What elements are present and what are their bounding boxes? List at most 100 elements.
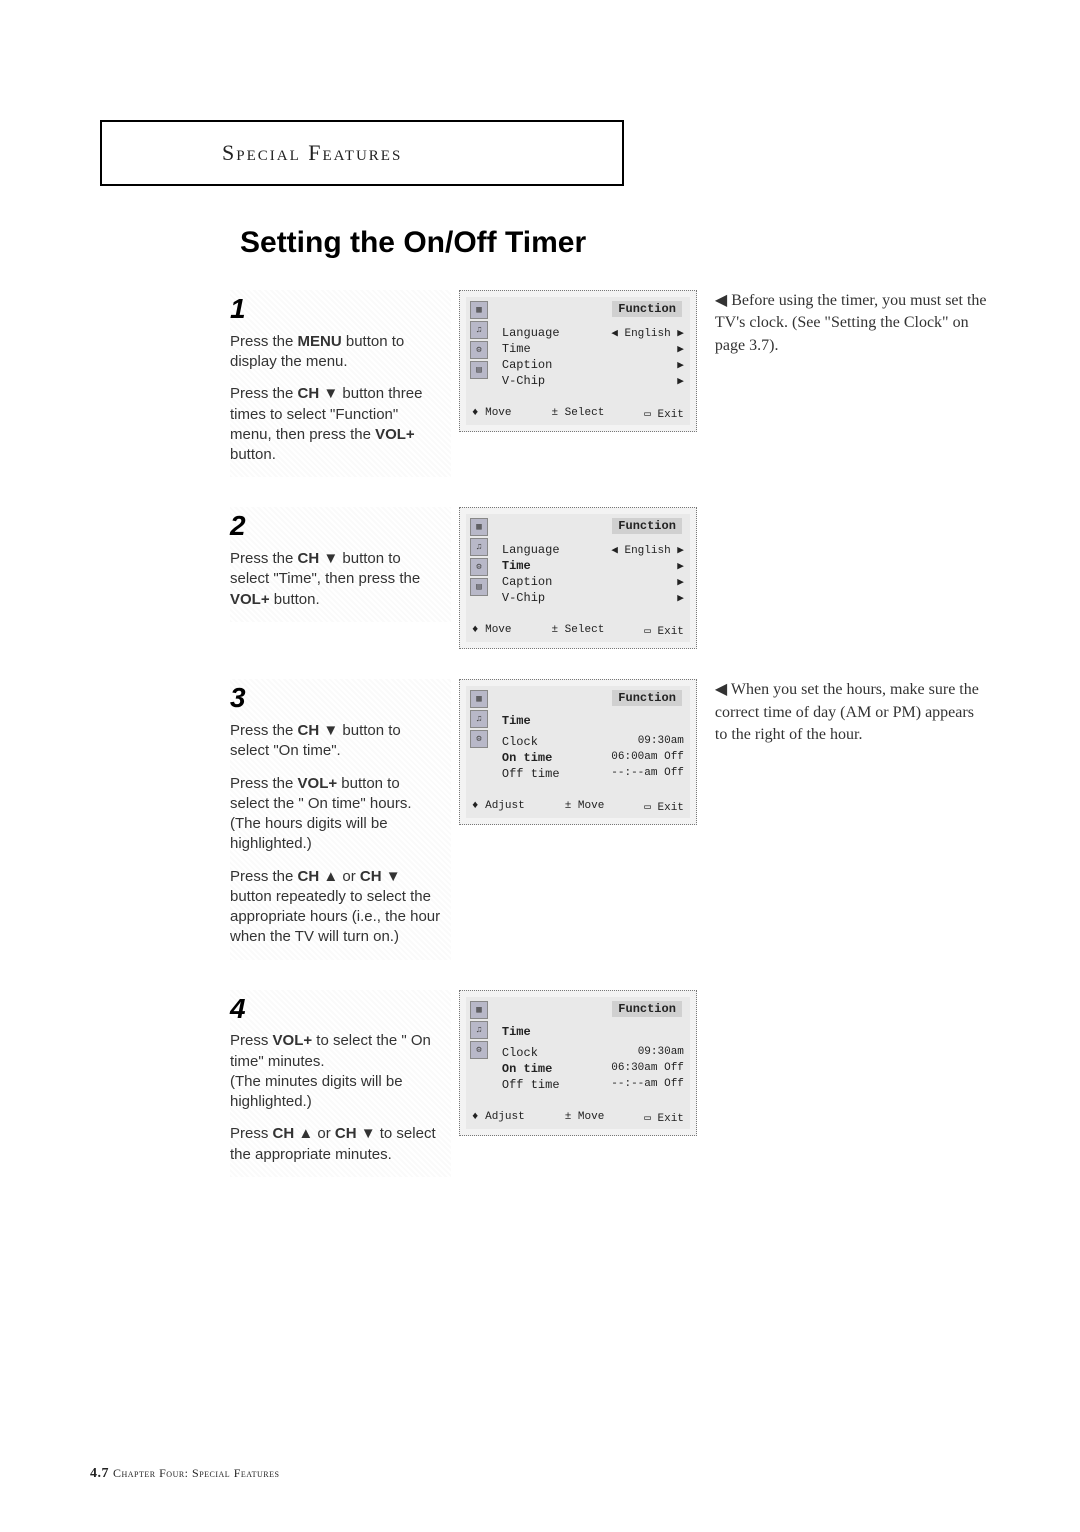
osd-row-label: Off time (502, 767, 572, 781)
osd-row-value: ◀ English ▶ (611, 543, 684, 557)
side-note: ◀ Before using the timer, you must set t… (715, 290, 990, 357)
step-number: 3 (230, 679, 441, 717)
osd-footer: ♦ Move ± Select ▭ Exit (472, 403, 684, 421)
step-number: 2 (230, 507, 441, 545)
osd-footer-hint: ± Move (565, 1111, 605, 1125)
step-paragraph: Press the CH ▼ button to select "Time", … (230, 549, 441, 610)
step-instructions: 2 Press the CH ▼ button to select "Time",… (230, 507, 451, 622)
osd-menu-row: Language ◀ English ▶ (502, 542, 684, 558)
osd-footer-hint: ▭ Exit (644, 624, 684, 638)
osd-body: TimeClock09:30amOn time06:00am OffOff ti… (502, 714, 684, 782)
osd-icon-strip: ▦ ♫ ⚙ (470, 690, 488, 750)
osd-row-value: ▶ (677, 358, 684, 372)
step-row: 1 Press the MENU button to display the me… (230, 290, 990, 477)
osd-screenshot: Function▦♫⚙TimeClock09:30amOn time06:30a… (459, 990, 697, 1136)
osd-footer-hint: ▭ Exit (644, 800, 684, 814)
osd-row-value: --:--am Off (611, 1078, 684, 1092)
osd-row-value: 09:30am (638, 735, 684, 749)
osd-menu-row: Time ▶ (502, 558, 684, 574)
osd-row-value: ▶ (677, 591, 684, 605)
osd-tab-icon: ▦ (470, 690, 488, 708)
osd-row-label: On time (502, 751, 572, 765)
osd-row-label: Clock (502, 1046, 572, 1060)
osd-footer-hint: ♦ Move (472, 624, 512, 638)
osd-row-label: Caption (502, 575, 572, 589)
osd-footer-hint: ± Select (551, 624, 604, 638)
osd-footer-hint: ± Select (551, 407, 604, 421)
osd-title: Function (612, 301, 682, 317)
osd-icon-strip: ▦♫⚙▤ (470, 518, 488, 598)
step-row: 2 Press the CH ▼ button to select "Time",… (230, 507, 990, 649)
osd-menu-row: On time 06:30am Off (502, 1061, 684, 1077)
osd-row-label: V-Chip (502, 591, 572, 605)
osd-icon-strip: ▦♫⚙▤ (470, 301, 488, 381)
osd-tab-icon: ▤ (470, 578, 488, 596)
osd-footer: ♦ Adjust ± Move ▭ Exit (472, 796, 684, 814)
step-instructions: 1 Press the MENU button to display the me… (230, 290, 451, 477)
osd-footer-hint: ± Move (565, 800, 605, 814)
step-number: 4 (230, 990, 441, 1028)
osd-row-label: Time (502, 559, 572, 573)
osd-tab-icon: ♫ (470, 321, 488, 339)
osd-tab-icon: ⚙ (470, 730, 488, 748)
osd-screenshot: Function▦♫⚙TimeClock09:30amOn time06:00a… (459, 679, 697, 825)
osd-row-value: ▶ (677, 374, 684, 388)
osd-row-label: Clock (502, 735, 572, 749)
step-paragraph: Press the MENU button to display the men… (230, 332, 441, 373)
osd-menu-row: V-Chip ▶ (502, 373, 684, 389)
osd-footer: ♦ Move ± Select ▭ Exit (472, 620, 684, 638)
osd-tab-icon: ♫ (470, 538, 488, 556)
osd-row-value: 06:30am Off (611, 1062, 684, 1076)
osd-subtitle: Time (502, 714, 684, 728)
steps-container: 1 Press the MENU button to display the me… (90, 290, 990, 1177)
osd-body: Language ◀ English ▶ Time ▶ Caption ▶ V-Chip ▶ (502, 542, 684, 606)
step-row: 3 Press the CH ▼ button to select "On tim… (230, 679, 990, 959)
osd-row-label: Language (502, 543, 572, 557)
osd-menu-row: Clock 09:30am (502, 734, 684, 750)
step-paragraph: Press CH ▲ or CH ▼ to select the appropr… (230, 1124, 441, 1165)
osd-footer-hint: ♦ Adjust (472, 1111, 525, 1125)
osd-footer: ♦ Adjust± Move▭ Exit (472, 1107, 684, 1125)
osd-footer-hint: ▭ Exit (644, 407, 684, 421)
step-row: 4Press VOL+ to select the " On time" min… (230, 990, 990, 1177)
osd-menu-row: On time 06:00am Off (502, 750, 684, 766)
osd-tab-icon: ⚙ (470, 558, 488, 576)
osd-row-value: ◀ English ▶ (611, 326, 684, 340)
osd-menu-row: Language◀ English ▶ (502, 325, 684, 341)
osd-title: Function (612, 1001, 682, 1017)
page-footer: 4.7 Chapter Four: Special Features (90, 1466, 279, 1482)
chapter-label: Special Features (100, 120, 624, 186)
osd-menu-row: Off time --:--am Off (502, 1077, 684, 1093)
footer-text: Chapter Four: Special Features (113, 1466, 279, 1480)
osd-row-value: ▶ (677, 342, 684, 356)
manual-page: Special Features Setting the On/Off Time… (0, 0, 1080, 1532)
side-note: ◀ When you set the hours, make sure the … (715, 679, 990, 746)
osd-row-value: ▶ (677, 559, 684, 573)
step-number: 1 (230, 290, 441, 328)
osd-row-label: V-Chip (502, 374, 572, 388)
osd-row-label: Time (502, 342, 572, 356)
osd-row-label: Off time (502, 1078, 572, 1092)
step-paragraph: Press the CH ▼ button to select "On time… (230, 721, 441, 762)
step-instructions: 3 Press the CH ▼ button to select "On tim… (230, 679, 451, 959)
osd-tab-icon: ♫ (470, 710, 488, 728)
step-paragraph: Press the CH ▼ button three times to sel… (230, 384, 441, 465)
osd-footer-hint: ♦ Adjust (472, 800, 525, 814)
osd-screenshot: Function▦♫⚙▤Language◀ English ▶Time▶Capt… (459, 290, 697, 432)
osd-tab-icon: ▦ (470, 301, 488, 319)
osd-screenshot: Function▦♫⚙▤Language◀ English ▶Time▶Capt… (459, 507, 697, 649)
osd-body: TimeClock09:30amOn time06:30am OffOff ti… (502, 1025, 684, 1093)
osd-title: Function (612, 518, 682, 534)
osd-menu-row: Caption ▶ (502, 574, 684, 590)
osd-menu-row: Off time--:--am Off (502, 766, 684, 782)
osd-body: Language◀ English ▶Time▶Caption▶V-Chip▶ (502, 325, 684, 389)
osd-menu-row: Clock09:30am (502, 1045, 684, 1061)
osd-tab-icon: ⚙ (470, 1041, 488, 1059)
osd-row-value: ▶ (677, 575, 684, 589)
osd-subtitle: Time (502, 1025, 684, 1039)
step-paragraph: Press the CH ▲ or CH ▼ button repeatedly… (230, 867, 441, 948)
osd-tab-icon: ▤ (470, 361, 488, 379)
osd-footer-hint: ♦ Move (472, 407, 512, 421)
osd-row-value: 06:00am Off (611, 751, 684, 765)
osd-row-label: On time (502, 1062, 572, 1076)
